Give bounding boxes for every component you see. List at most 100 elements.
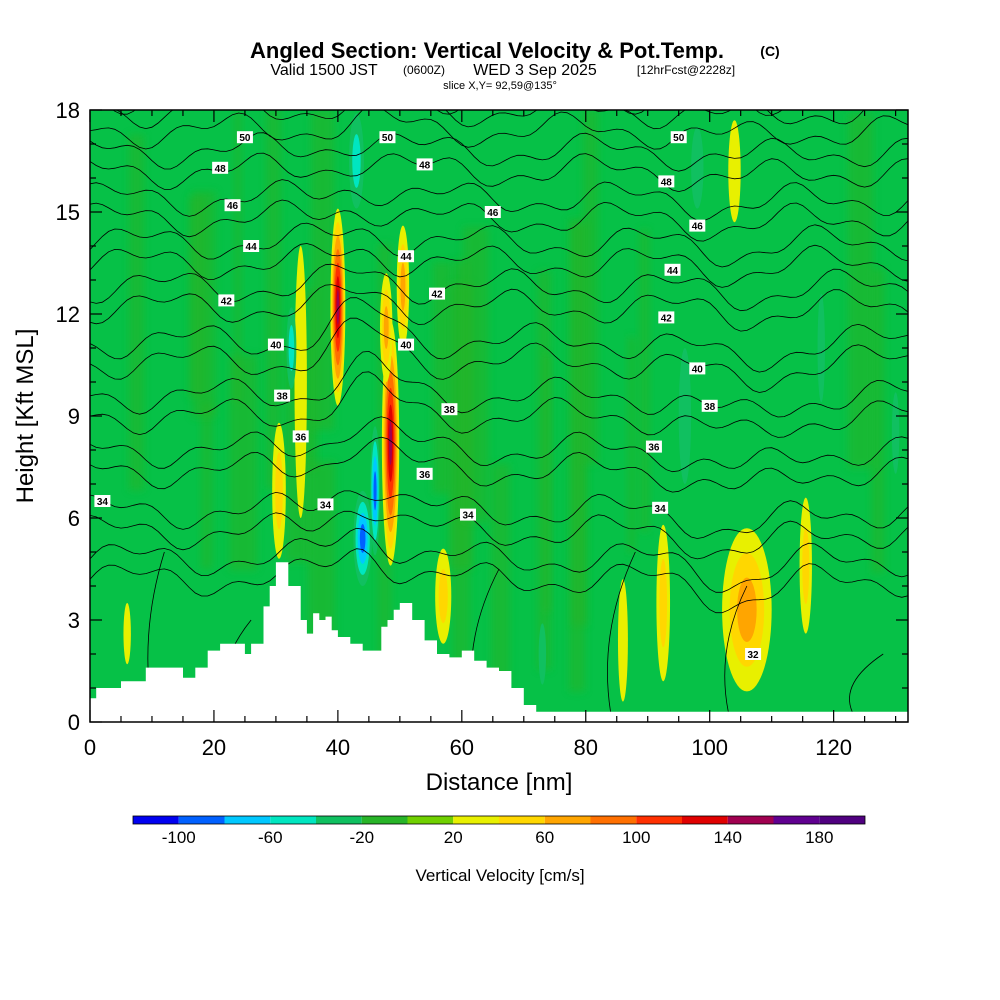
contour-label-text: 50 — [239, 133, 251, 144]
x-axis: 0 20 40 60 80 100 120 — [84, 735, 852, 760]
contour-label-text: 32 — [748, 650, 760, 661]
y-tick-label: 9 — [68, 404, 80, 429]
contour-label: 46 — [484, 206, 501, 219]
contour-label-bg — [658, 175, 675, 188]
colorbar-tick-label: -100 — [162, 828, 196, 847]
velocity-level — [400, 262, 406, 311]
contour-label-text: 40 — [270, 341, 282, 352]
contour-label-bg — [94, 495, 111, 507]
contour-label: 44 — [664, 263, 681, 277]
contour-label-bg — [218, 294, 235, 307]
theta-contour-line — [90, 436, 908, 493]
colorbar-swatch — [224, 816, 271, 824]
y-tick-label: 12 — [56, 302, 80, 327]
contour-label: 50 — [379, 131, 396, 144]
velocity-level — [438, 569, 448, 624]
contour-label: 50 — [236, 131, 253, 144]
y-tick-label: 0 — [68, 710, 80, 735]
colorbar-swatch — [499, 816, 545, 824]
contour-label-text: 44 — [246, 242, 258, 253]
field-band — [432, 262, 452, 494]
colorbar-swatch — [316, 816, 362, 824]
contour-label-text: 36 — [295, 432, 307, 443]
contour-labels: 50 50 50 48 48 48 46 46 46 44 44 44 42 42 42 40 40 40 38 38… — [94, 131, 762, 661]
x-axis-title: Distance [nm] — [426, 769, 573, 796]
theta-contour-line — [90, 416, 908, 473]
downdraft-cell — [538, 623, 547, 685]
contour-label-bg — [398, 338, 415, 351]
x-tick-label: 60 — [450, 735, 474, 760]
updraft-cell — [617, 579, 628, 702]
contour-label-bg — [416, 158, 433, 171]
downdraft-cell — [349, 113, 364, 209]
contour-label-bg — [379, 131, 396, 144]
chart-title: Angled Section: Vertical Velocity & Pot.… — [250, 38, 724, 63]
contour-label: 34 — [94, 495, 111, 508]
terrain-mask — [90, 562, 908, 722]
contour-label: 38 — [701, 399, 718, 413]
contour-label-text: 48 — [419, 160, 431, 171]
contour-label-text: 46 — [227, 201, 239, 212]
field-band — [229, 355, 257, 571]
contour-label-text: 42 — [221, 296, 233, 307]
theta-contour-line — [90, 132, 908, 172]
colorbar-swatch — [682, 816, 728, 824]
contour-label-bg — [689, 219, 706, 232]
theta-contour-line — [90, 179, 908, 222]
contour-label: 36 — [292, 430, 309, 443]
updraft-cell — [272, 422, 286, 559]
contour-label-text: 42 — [661, 313, 673, 324]
colorbar-frame — [132, 815, 866, 825]
valid-date-label: WED 3 Sep 2025 — [473, 62, 597, 79]
theta-contour-line — [90, 243, 908, 288]
contour-label-bg — [429, 287, 446, 300]
contour-label-bg — [652, 501, 669, 514]
x-tick-label: 20 — [202, 735, 226, 760]
y-tick-label: 3 — [68, 608, 80, 633]
y-tick-label: 15 — [56, 200, 80, 225]
contour-label-bg — [224, 199, 241, 212]
contour-label-text: 38 — [444, 405, 456, 416]
theta-contours — [90, 110, 908, 712]
theta-contour-line — [90, 110, 908, 150]
contour-label-bg — [484, 206, 501, 218]
colorbar — [132, 815, 866, 825]
colorbar-tick-label: 140 — [714, 828, 742, 847]
velocity-level — [737, 577, 757, 642]
copyright-mark: (C) — [760, 43, 779, 59]
field-band — [128, 134, 145, 491]
contour-label-text: 34 — [320, 500, 332, 511]
contour-label-bg — [416, 467, 433, 480]
theta-contour-line — [90, 350, 908, 418]
contour-label-bg — [701, 399, 718, 412]
velocity-level — [336, 289, 340, 325]
contour-label: 42 — [429, 287, 446, 301]
contour-label: 36 — [416, 467, 433, 481]
contour-label-text: 36 — [419, 470, 431, 481]
contour-label: 42 — [658, 311, 675, 324]
theta-contour-line — [90, 510, 908, 560]
contour-label: 48 — [212, 161, 229, 175]
updraft-cell — [330, 208, 346, 406]
velocity-level — [275, 452, 283, 530]
contour-label-bg — [212, 161, 229, 174]
forecast-label: [12hrFcst@2228z] — [637, 63, 735, 77]
colorbar-title: Vertical Velocity [cm/s] — [415, 866, 584, 885]
colorbar-swatch — [270, 816, 316, 824]
velocity-level — [659, 558, 668, 648]
colorbar-swatch — [590, 816, 637, 824]
updraft-cell — [294, 246, 307, 518]
contour-label-text: 48 — [215, 164, 227, 175]
contour-label-text: 50 — [673, 133, 685, 144]
contour-label-bg — [689, 362, 706, 375]
colorbar-swatch — [407, 816, 454, 824]
contour-label-bg — [441, 403, 458, 416]
contour-label-bg — [317, 498, 334, 511]
contour-label-text: 38 — [277, 392, 289, 403]
y-tick-label: 6 — [68, 506, 80, 531]
contour-label-bg — [236, 131, 253, 144]
x-tick-label: 120 — [815, 735, 852, 760]
field-band — [201, 402, 213, 569]
y-axis: 0 3 6 9 12 15 18 — [56, 98, 80, 735]
